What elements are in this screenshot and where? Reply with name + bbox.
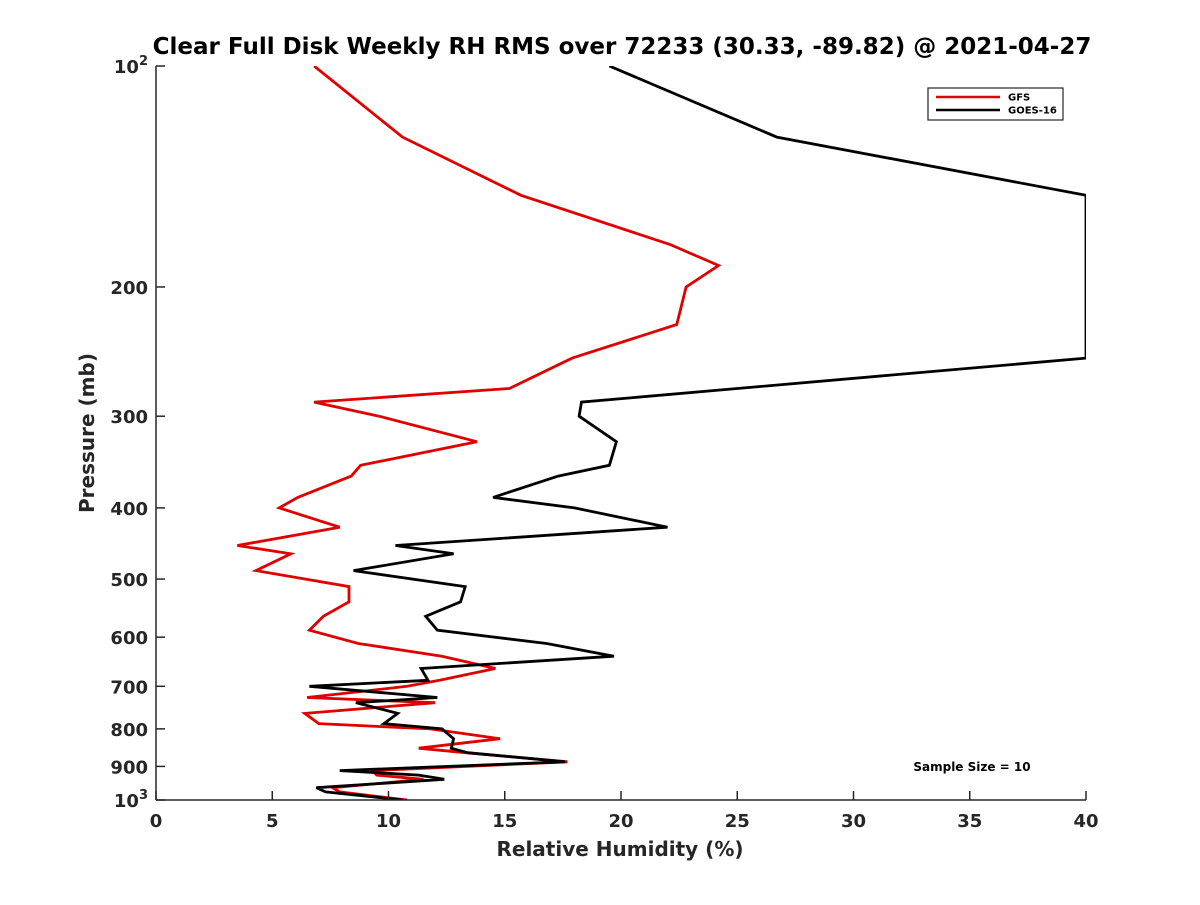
y-tick-label: 500 [110, 570, 148, 591]
y-tick-label: 700 [110, 677, 148, 698]
x-tick-label: 25 [725, 811, 750, 832]
y-tick-label: 600 [110, 628, 148, 649]
x-tick-label: 40 [1073, 811, 1098, 832]
y-tick-label: 102 [114, 54, 148, 78]
x-axis-label: Relative Humidity (%) [496, 837, 743, 861]
x-tick-label: 10 [376, 811, 401, 832]
plot-lines [237, 66, 1086, 800]
y-tick-label: 400 [110, 499, 148, 520]
series-line-gfs [237, 66, 722, 800]
x-tick-label: 30 [841, 811, 866, 832]
x-tick-label: 0 [150, 811, 163, 832]
y-tick-label: 200 [110, 278, 148, 299]
x-tick-label: 5 [266, 811, 279, 832]
series-line-goes-16 [309, 66, 1086, 800]
y-tick-label: 900 [110, 757, 148, 778]
x-tick-label: 15 [492, 811, 517, 832]
legend-label: GOES-16 [1008, 106, 1057, 117]
y-tick-label: 103 [114, 788, 148, 812]
y-tick-label: 800 [110, 720, 148, 741]
axes: 0 5 10 15 20 25 30 35 40 102 200 300 400 500 600 700 800… [110, 54, 1098, 832]
sample-size-annotation: Sample Size = 10 [913, 760, 1030, 774]
legend-box [927, 87, 1064, 121]
x-tick-label: 20 [608, 811, 633, 832]
y-axis-label: Pressure (mb) [75, 353, 99, 513]
chart-title: Clear Full Disk Weekly RH RMS over 72233… [153, 34, 1092, 60]
y-tick-label: 300 [110, 407, 148, 428]
x-tick-label: 35 [957, 811, 982, 832]
legend: GFS GOES-16 [927, 87, 1064, 121]
legend-label: GFS [1008, 93, 1030, 104]
